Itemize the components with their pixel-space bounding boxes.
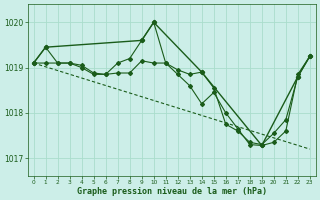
X-axis label: Graphe pression niveau de la mer (hPa): Graphe pression niveau de la mer (hPa) [77, 187, 267, 196]
